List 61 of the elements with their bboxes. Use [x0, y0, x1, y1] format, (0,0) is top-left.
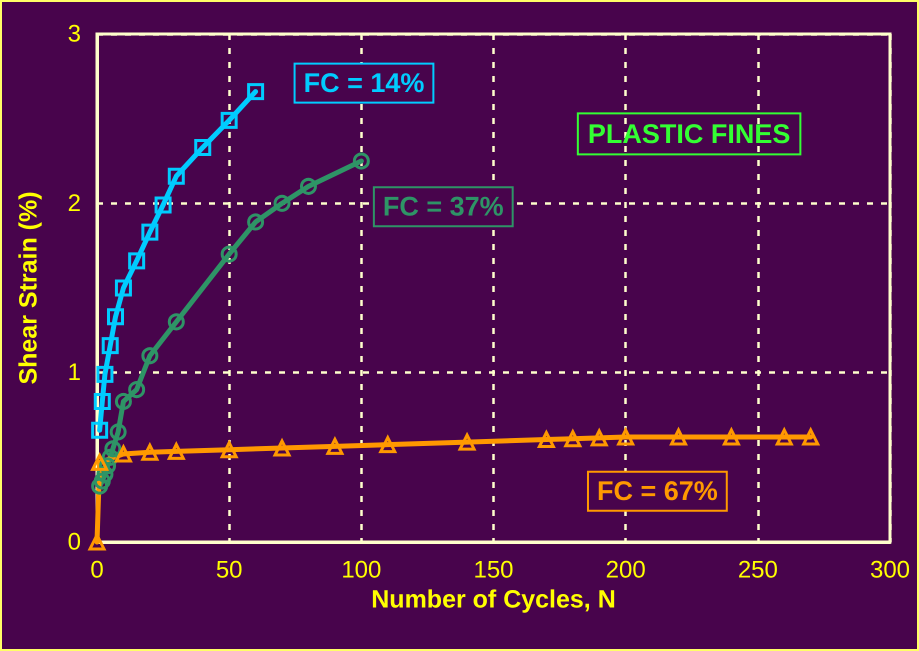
- point: [802, 428, 820, 446]
- x-axis-title: Number of Cycles, N: [371, 585, 616, 614]
- point: [141, 224, 158, 241]
- point: [352, 152, 370, 170]
- point: [168, 313, 185, 330]
- point: [220, 441, 238, 458]
- point: [94, 392, 111, 410]
- point: [110, 423, 127, 440]
- x-tick-label: 250: [738, 556, 778, 584]
- point: [590, 429, 608, 446]
- y-tick-label: 2: [68, 190, 81, 217]
- point: [88, 534, 106, 550]
- x-tick-label: 50: [216, 556, 243, 584]
- point: [114, 392, 132, 410]
- point: [168, 442, 185, 460]
- y-tick-label: 0: [68, 528, 81, 556]
- point: [114, 280, 132, 296]
- y-tick-label: 3: [68, 20, 81, 48]
- series-label: FC = 14%: [304, 68, 424, 98]
- point: [91, 422, 108, 439]
- point: [91, 454, 108, 471]
- point: [128, 252, 146, 270]
- point: [247, 83, 264, 100]
- series-label: FC = 67%: [596, 476, 718, 506]
- point: [194, 138, 212, 156]
- point: [104, 440, 122, 458]
- point: [776, 428, 793, 446]
- y-tick-label: 1: [68, 359, 81, 386]
- point: [538, 431, 555, 448]
- x-tick-label: 150: [473, 556, 514, 584]
- point: [274, 194, 291, 212]
- point: [220, 112, 238, 129]
- point: [379, 436, 396, 454]
- point: [107, 308, 124, 326]
- y-axis-title: Shear Strain (%): [14, 191, 42, 385]
- x-tick-label: 0: [90, 556, 104, 584]
- point: [274, 440, 291, 457]
- point: [722, 428, 740, 446]
- series-label: FC = 37%: [382, 192, 504, 222]
- point: [220, 246, 238, 263]
- point: [91, 478, 108, 495]
- point: [141, 347, 158, 364]
- point: [168, 168, 185, 185]
- point: [96, 366, 114, 383]
- point: [326, 438, 344, 455]
- point: [94, 472, 111, 490]
- point: [564, 430, 582, 448]
- point: [141, 444, 158, 461]
- point: [617, 428, 634, 446]
- point: [670, 428, 688, 446]
- point: [114, 445, 132, 462]
- point: [154, 196, 172, 214]
- point: [102, 337, 119, 354]
- point: [458, 434, 476, 451]
- annotation: PLASTIC FINES: [588, 118, 790, 149]
- x-tick-label: 100: [341, 556, 382, 584]
- x-tick-label: 300: [870, 556, 910, 584]
- point: [300, 178, 317, 195]
- x-tick-label: 200: [606, 556, 646, 584]
- point: [247, 213, 264, 230]
- point: [128, 381, 146, 398]
